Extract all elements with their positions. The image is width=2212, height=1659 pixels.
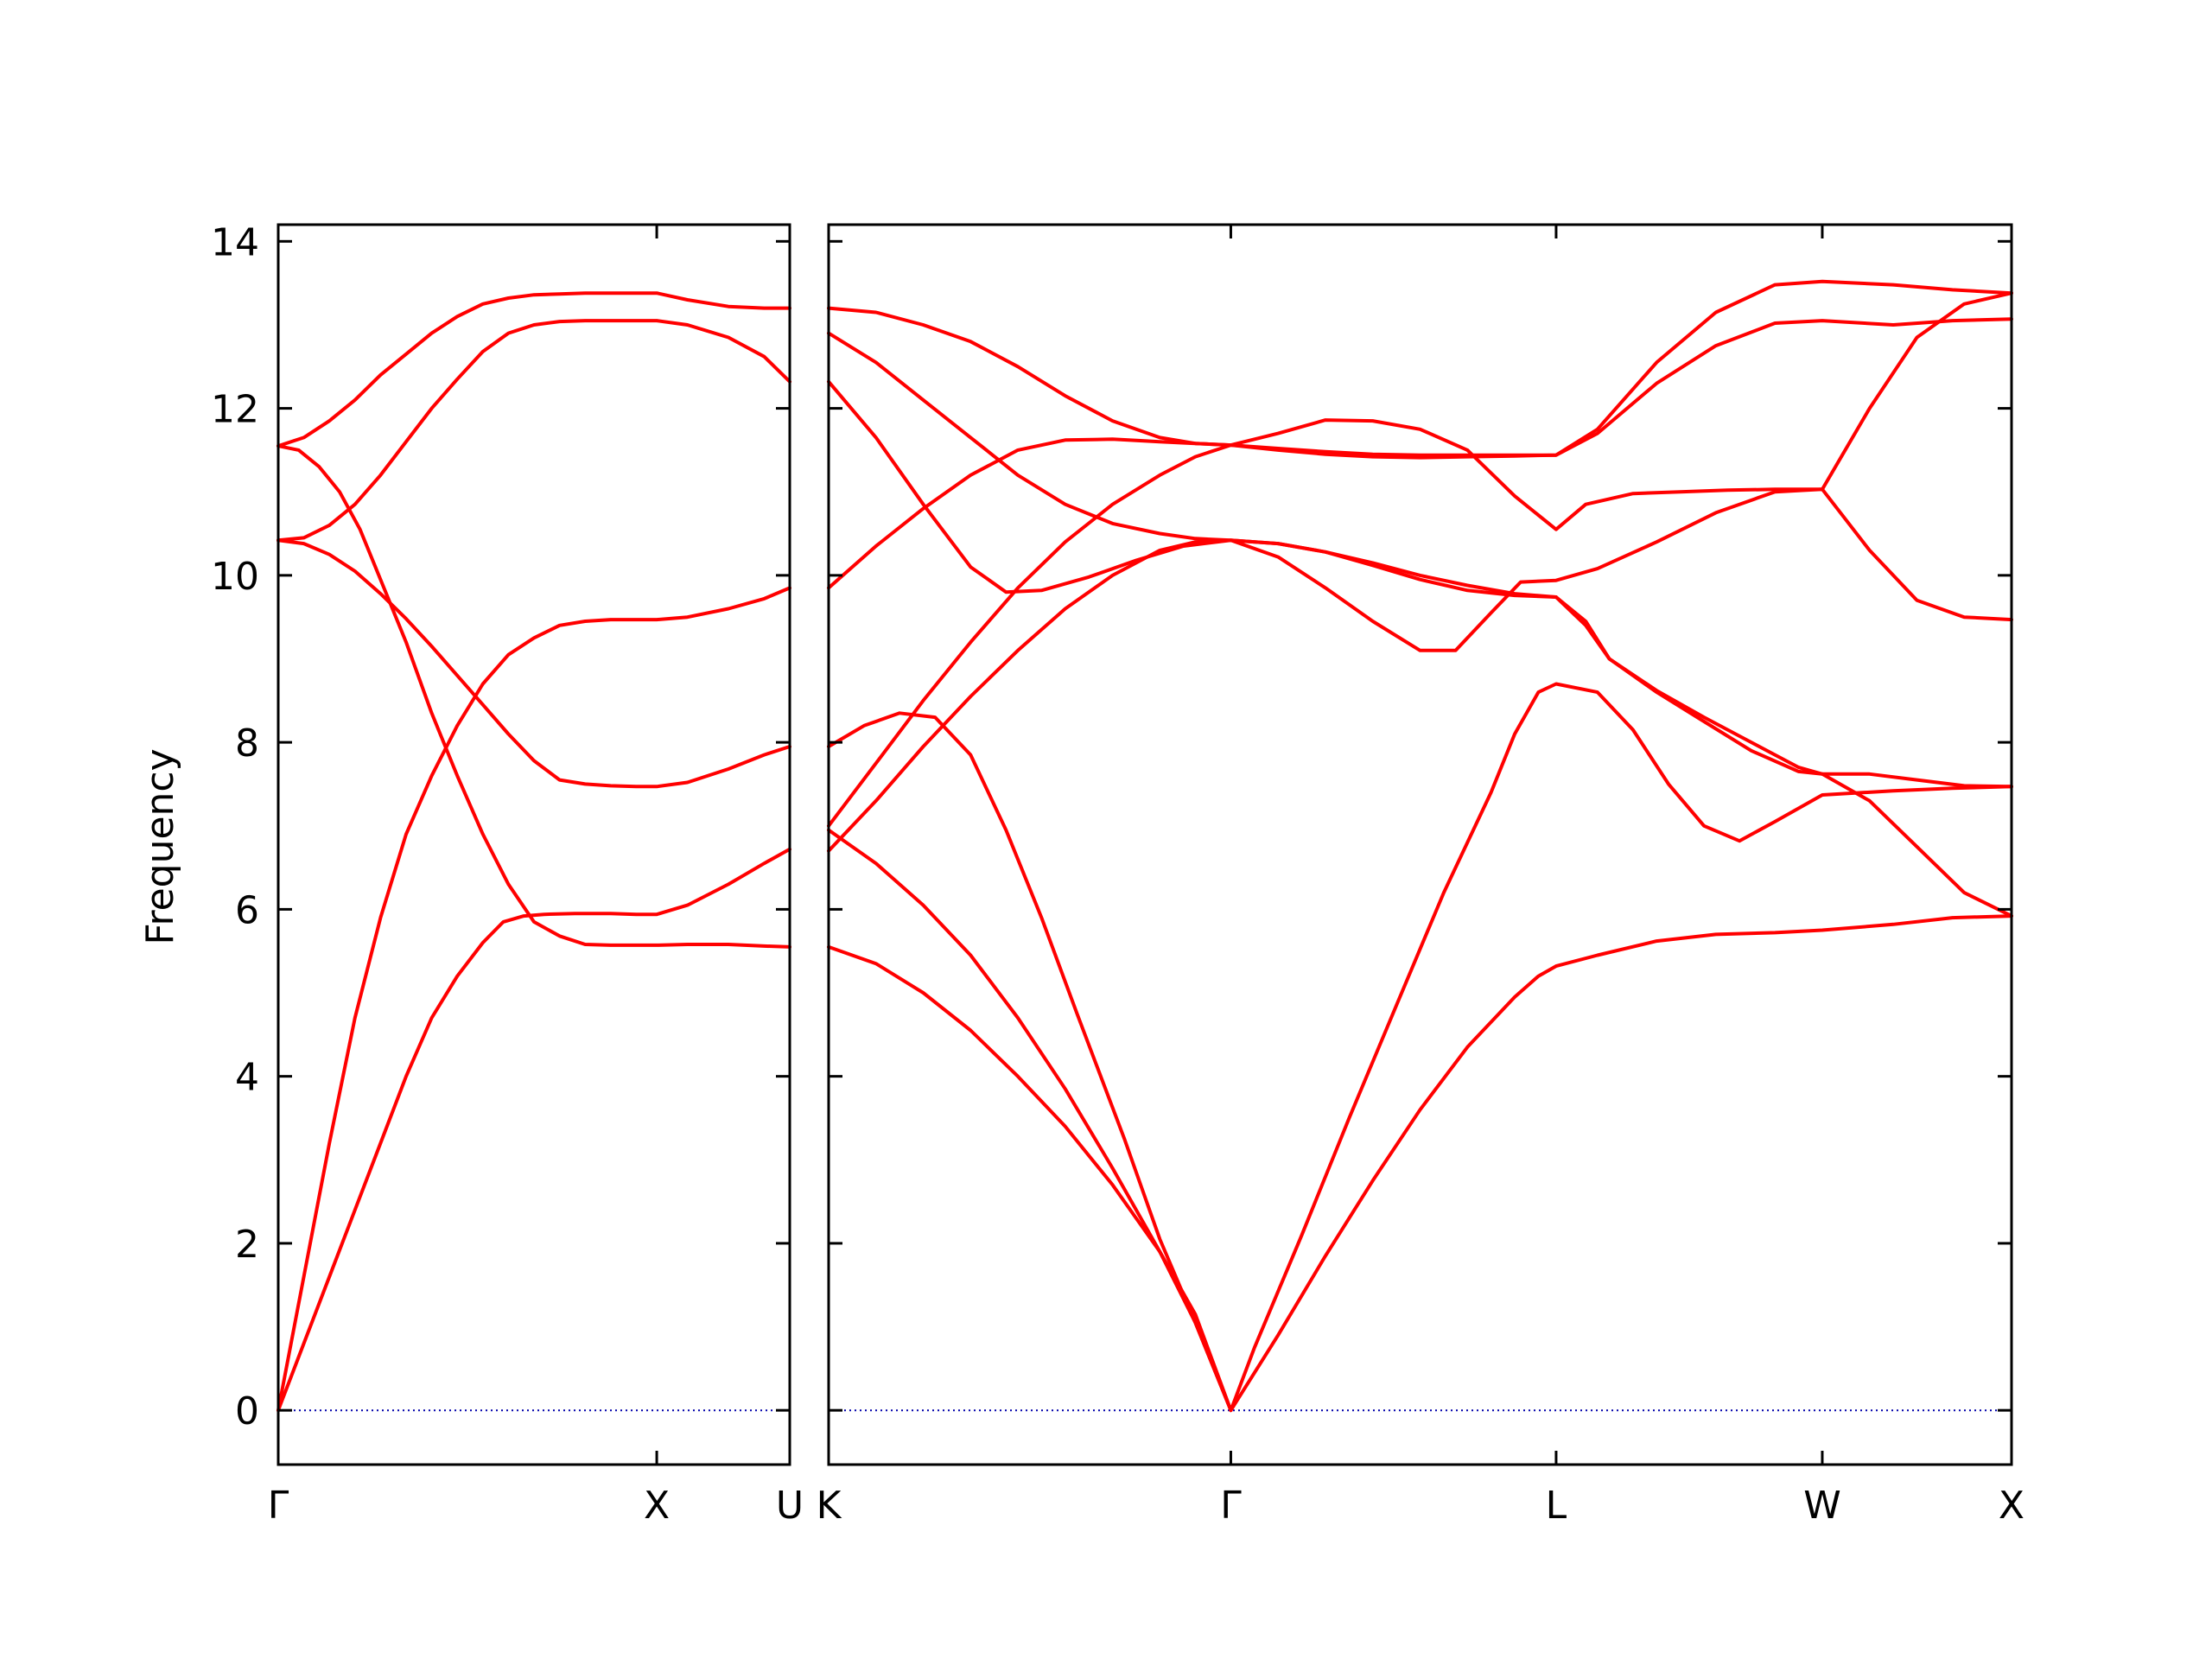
band-1-4 <box>276 444 791 949</box>
band-1-5 <box>276 319 791 543</box>
chart-panels: 0 2 4 6 8 10 12 14 Γ X U K Γ L W X <box>211 220 2024 1528</box>
panel-frame <box>827 223 2013 1466</box>
band-1-1 <box>276 586 791 1413</box>
y-tick-label: 12 <box>211 388 259 432</box>
band-2-5 <box>827 317 2013 828</box>
band-2-6 <box>827 291 2013 590</box>
x-tick-label: U <box>776 1484 804 1528</box>
y-tick-label: 0 <box>235 1389 259 1433</box>
band-2-4 <box>827 538 2013 918</box>
band-2-1 <box>827 914 2013 1413</box>
y-tick-label: 6 <box>235 888 259 932</box>
band-2-8 <box>827 331 2013 789</box>
band-2-3 <box>827 711 1233 1413</box>
x-tick-label: Γ <box>1220 1484 1242 1528</box>
band-1-2 <box>276 847 791 1413</box>
y-tick-label: 8 <box>235 721 259 766</box>
panel-frame <box>276 223 791 1466</box>
y-tick-label: 14 <box>211 220 259 264</box>
y-tick-label: 10 <box>211 555 259 599</box>
x-tick-label: K <box>817 1484 842 1528</box>
x-tick-label: X <box>644 1484 670 1528</box>
band-2-9 <box>827 279 2013 457</box>
x-tick-label: L <box>1546 1484 1567 1528</box>
x-tick-label: Γ <box>268 1484 289 1528</box>
band-1-3 <box>276 538 791 789</box>
x-tick-label: W <box>1803 1484 1841 1528</box>
y-tick-label: 4 <box>235 1056 259 1100</box>
y-axis-label: Frequency <box>138 748 182 944</box>
y-tick-label: 2 <box>235 1223 259 1267</box>
band-2-2 <box>827 682 2013 1413</box>
panel-1: 0 2 4 6 8 10 12 14 Γ X U <box>211 220 804 1528</box>
x-tick-label: X <box>1999 1484 2024 1528</box>
band-1-6 <box>276 291 791 448</box>
band-2-7 <box>827 379 2013 652</box>
